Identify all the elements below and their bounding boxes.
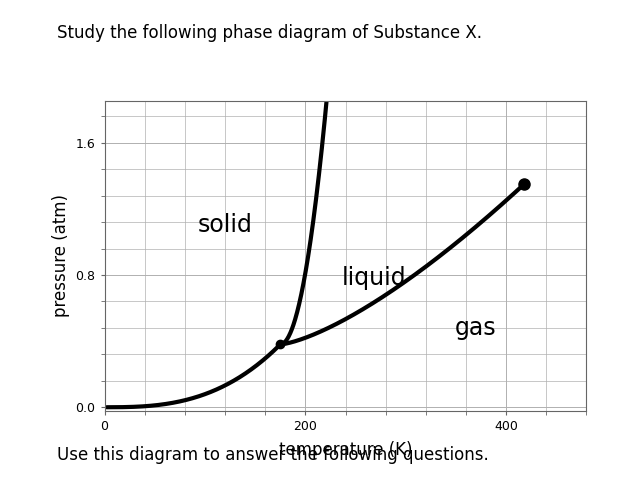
X-axis label: temperature (K): temperature (K) xyxy=(279,441,412,459)
Text: Use this diagram to answer the following questions.: Use this diagram to answer the following… xyxy=(57,446,489,464)
Text: Study the following phase diagram of Substance X.: Study the following phase diagram of Sub… xyxy=(57,24,482,42)
Y-axis label: pressure (atm): pressure (atm) xyxy=(52,195,70,317)
Text: gas: gas xyxy=(455,316,497,340)
Text: solid: solid xyxy=(198,213,252,238)
Text: liquid: liquid xyxy=(341,266,406,290)
